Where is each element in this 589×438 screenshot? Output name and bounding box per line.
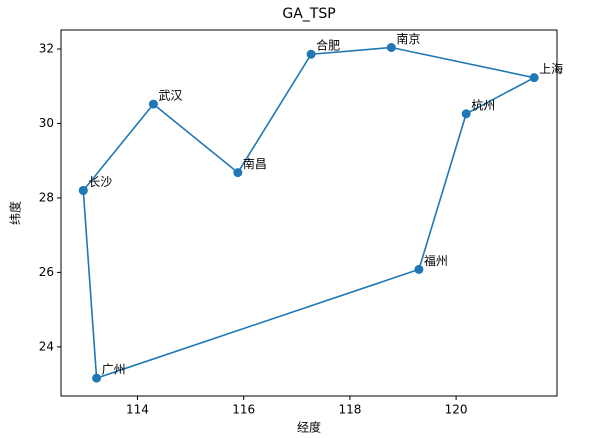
y-tick-label: 24 (39, 339, 54, 353)
city-marker (529, 73, 539, 83)
city-marker (233, 168, 243, 178)
city-label: 上海 (539, 61, 563, 76)
city-label: 长沙 (88, 175, 112, 189)
x-tick-label: 120 (445, 403, 468, 417)
city-label: 杭州 (471, 97, 495, 112)
city-label: 福州 (424, 253, 448, 268)
city-marker (386, 42, 396, 52)
city-marker (414, 264, 424, 274)
x-tick-label: 118 (338, 403, 361, 417)
city-marker (148, 99, 158, 109)
axes-frame (60, 29, 558, 397)
city-marker (306, 49, 316, 59)
y-tick-label: 26 (39, 265, 54, 279)
city-label: 合肥 (316, 38, 340, 53)
y-axis-label: 纬度 (8, 201, 23, 225)
x-axis-label: 经度 (297, 420, 321, 435)
route-line (82, 46, 537, 380)
y-tick-label: 28 (39, 190, 54, 204)
city-marker (461, 109, 471, 119)
y-tick-label: 32 (39, 41, 54, 55)
chart-title: GA_TSP (282, 6, 335, 22)
city-label: 南京 (396, 31, 420, 46)
x-tick-label: 114 (126, 403, 149, 417)
city-label: 武汉 (158, 89, 182, 103)
city-label: 南昌 (243, 156, 267, 171)
city-marker (78, 185, 88, 195)
city-label: 广州 (102, 363, 126, 377)
city-marker (92, 373, 102, 383)
y-tick-label: 30 (39, 116, 54, 130)
x-tick-label: 116 (232, 403, 255, 417)
